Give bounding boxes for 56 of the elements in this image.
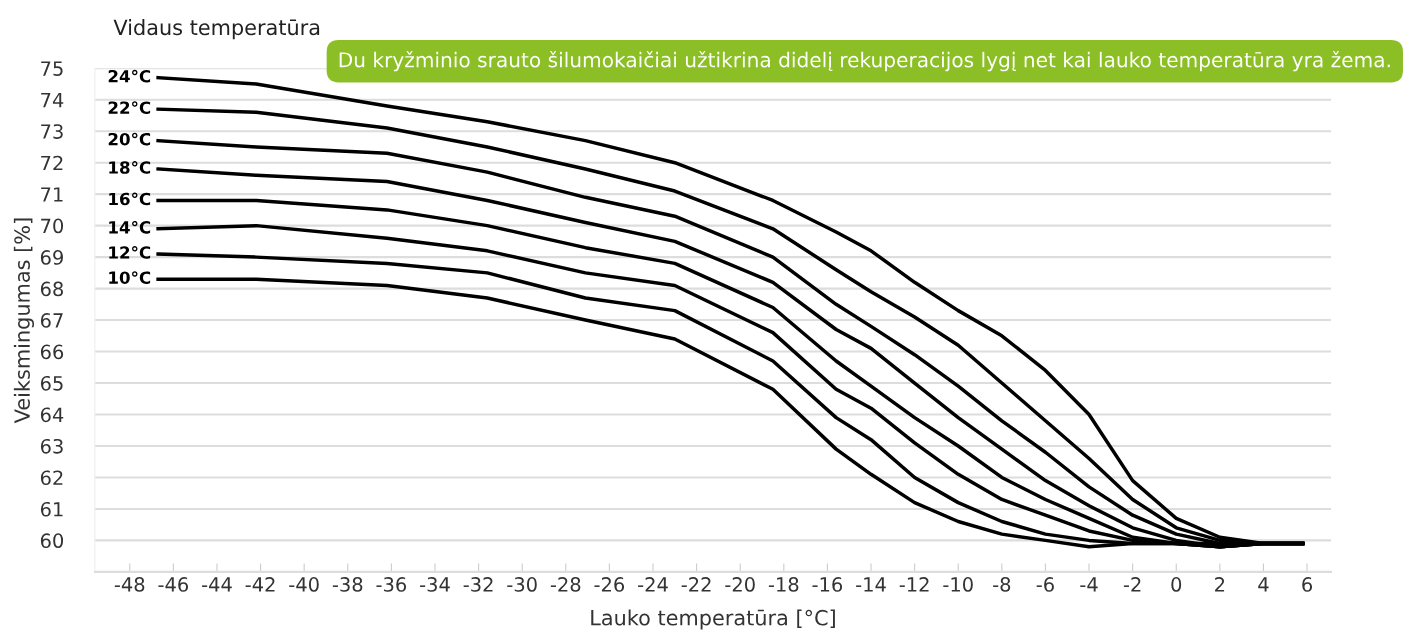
x-tick-label: -30 — [507, 577, 537, 592]
x-tick-label: -24 — [638, 577, 668, 592]
x-tick-label: -22 — [681, 577, 711, 592]
x-tick-label: -38 — [332, 577, 363, 592]
chart-title: Vidaus temperatūra — [113, 19, 320, 40]
x-tick-label: -6 — [1036, 577, 1054, 592]
x-tick-label: 0 — [1171, 577, 1182, 592]
series-label: 22°C — [108, 101, 151, 115]
y-tick-label: 64 — [40, 407, 64, 423]
x-tick-label: -18 — [768, 577, 799, 592]
series-label: 24°C — [108, 69, 151, 83]
x-tick-label: -16 — [812, 577, 843, 592]
y-tick-label: 72 — [41, 155, 63, 171]
x-tick-label: -20 — [725, 577, 755, 592]
series-label: 20°C — [108, 132, 151, 146]
series-label: 14°C — [109, 220, 151, 234]
y-tick-label: 70 — [41, 218, 64, 234]
y-tick-label: 66 — [40, 344, 64, 360]
series-label: 12°C — [109, 246, 151, 259]
series-label: 10°C — [109, 271, 151, 284]
y-tick-label: 67 — [40, 313, 63, 328]
x-tick-label: -2 — [1123, 577, 1141, 592]
x-tick-label: -4 — [1080, 577, 1098, 592]
series-label: 18°C — [109, 161, 151, 174]
x-tick-label: -44 — [202, 577, 232, 592]
y-tick-label: 65 — [40, 375, 63, 391]
x-tick-label: -28 — [550, 577, 581, 592]
y-tick-label: 62 — [40, 470, 63, 486]
x-tick-label: -10 — [943, 577, 973, 592]
x-tick-label: -14 — [856, 577, 886, 592]
x-tick-label: -40 — [289, 577, 319, 592]
x-tick-label: 2 — [1215, 577, 1225, 592]
y-tick-label: 60 — [40, 533, 64, 549]
y-tick-label: 61 — [40, 501, 63, 517]
y-tick-label: 75 — [41, 61, 63, 76]
y-tick-label: 69 — [40, 250, 63, 265]
x-tick-label: -34 — [420, 577, 450, 592]
y-tick-label: 74 — [41, 92, 64, 108]
x-tick-label: -26 — [594, 577, 625, 592]
x-tick-label: 4 — [1258, 577, 1269, 592]
x-tick-label: 6 — [1302, 577, 1313, 592]
y-tick-label: 68 — [40, 281, 63, 297]
y-tick-label: 73 — [41, 124, 63, 139]
x-tick-label: -8 — [993, 577, 1011, 592]
y-tick-label: 63 — [40, 438, 63, 454]
y-axis-title: Veiksmingumas [%] — [13, 218, 35, 424]
x-tick-label: -12 — [899, 577, 929, 592]
annotation: Du kryžminio srauto šilumokaičiai užtikrina didelį rekuperacijos lygį net kai lauko temperatūra yra žema. — [339, 51, 1390, 72]
series-label: 16°C — [109, 192, 151, 206]
x-tick-label: -46 — [158, 577, 189, 592]
x-axis-title: Lauko temperatūra [°C] — [591, 609, 835, 630]
x-tick-label: -48 — [114, 577, 145, 592]
x-tick-label: -42 — [245, 577, 275, 592]
x-tick-label: -32 — [463, 577, 493, 592]
x-tick-label: -36 — [376, 577, 407, 592]
y-tick-label: 71 — [41, 187, 63, 202]
